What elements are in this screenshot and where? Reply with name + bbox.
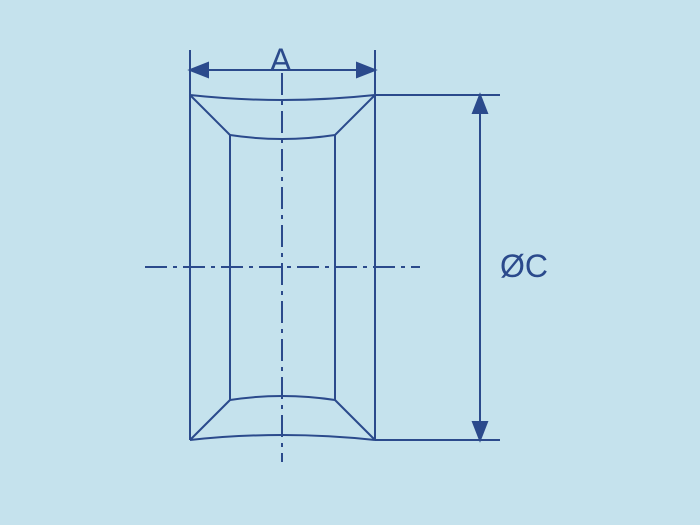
dim-a-arrow-right xyxy=(357,63,375,77)
chamfer-bottom-left xyxy=(190,400,230,440)
chamfer-top-right xyxy=(335,95,375,135)
chamfer-bottom-right xyxy=(335,400,375,440)
dim-c-arrow-top xyxy=(473,95,487,113)
part-top-outer-edge xyxy=(190,95,375,100)
dimension-label-a: A xyxy=(270,42,291,79)
dimension-label-c: ØC xyxy=(500,248,548,285)
chamfer-top-left xyxy=(190,95,230,135)
dim-a-arrow-left xyxy=(190,63,208,77)
part-top-inner-edge xyxy=(230,135,335,139)
technical-drawing xyxy=(0,0,700,525)
dim-c-arrow-bottom xyxy=(473,422,487,440)
